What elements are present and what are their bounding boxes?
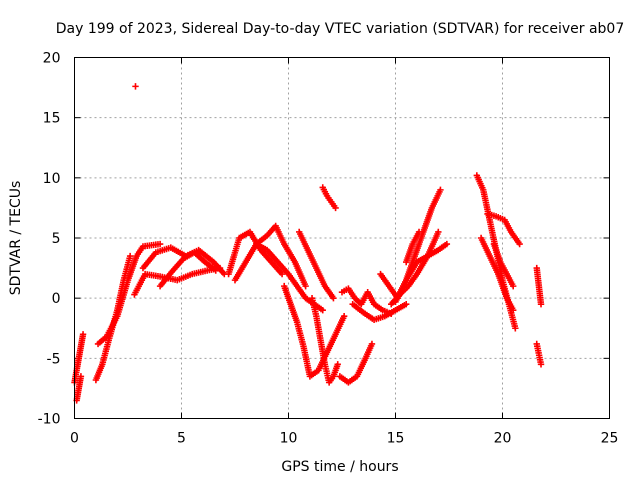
y-tick-label: -10 <box>38 412 61 428</box>
data-point <box>79 331 87 338</box>
series-outlier-a <box>132 83 139 90</box>
data-point <box>415 228 423 236</box>
x-axis-label: GPS time / hours <box>281 459 398 475</box>
series-trace-b <box>73 373 85 404</box>
series-trace-d <box>94 240 164 348</box>
data-point <box>156 240 164 248</box>
series-trace-t <box>392 240 451 305</box>
series-trace-x <box>484 210 523 248</box>
y-tick-label: -5 <box>47 351 61 367</box>
series-trace-o <box>338 285 395 318</box>
data-point <box>537 300 545 308</box>
chart-title: Day 199 of 2023, Sidereal Day-to-day VTE… <box>56 21 625 37</box>
data-point <box>212 267 219 274</box>
series-trace-k <box>281 282 348 380</box>
series-trace-p <box>336 340 376 386</box>
data-point <box>319 307 326 314</box>
series-trace-y <box>490 240 517 290</box>
x-tick-label: 20 <box>494 431 512 447</box>
data-point <box>537 361 545 368</box>
data-point <box>437 186 444 194</box>
y-tick-label: 5 <box>52 231 61 247</box>
series-trace-m <box>319 184 339 212</box>
axis-ticks: 0 5 10 15 20 25 -10 -5 0 5 10 15 20 <box>38 51 619 447</box>
data-point <box>334 361 341 368</box>
data-point <box>512 325 519 332</box>
series-trace-q <box>349 300 410 324</box>
x-tick-label: 0 <box>70 431 79 447</box>
series-trace-g <box>156 249 219 290</box>
series-trace-w <box>477 234 517 314</box>
y-tick-label: 0 <box>52 291 61 307</box>
data-point <box>126 252 134 260</box>
data-point <box>77 373 85 380</box>
series-trace-u <box>403 228 423 266</box>
data-point <box>132 83 139 90</box>
x-tick-label: 10 <box>280 431 298 447</box>
series-trace-a <box>71 331 87 386</box>
data-point <box>332 204 339 212</box>
series-trace-aa <box>533 340 545 368</box>
grid <box>74 57 610 419</box>
data-point <box>278 270 286 278</box>
data-point <box>368 340 376 348</box>
x-tick-label: 5 <box>177 431 186 447</box>
data-point <box>340 313 348 320</box>
y-tick-label: 15 <box>43 111 61 127</box>
series-trace-l <box>308 294 341 386</box>
series-trace-z <box>533 264 545 308</box>
data-point <box>510 307 517 314</box>
series-trace-e <box>131 264 224 298</box>
series-trace-c <box>92 252 134 384</box>
y-axis-label: SDTVAR / TECUs <box>8 181 24 296</box>
data-point <box>435 228 442 236</box>
x-tick-label: 15 <box>387 431 405 447</box>
y-tick-label: 20 <box>43 51 61 67</box>
data-point <box>302 282 309 290</box>
data-points <box>71 83 545 404</box>
plot-frame <box>74 57 610 419</box>
data-point <box>510 282 517 290</box>
data-point <box>516 240 523 248</box>
data-point <box>443 240 451 248</box>
series-trace-h <box>225 228 286 278</box>
y-tick-label: 10 <box>43 171 61 187</box>
data-point <box>403 300 410 308</box>
series-trace-n <box>296 228 337 302</box>
x-tick-label: 25 <box>601 431 619 447</box>
series-trace-j <box>253 240 326 314</box>
data-point <box>330 294 337 302</box>
